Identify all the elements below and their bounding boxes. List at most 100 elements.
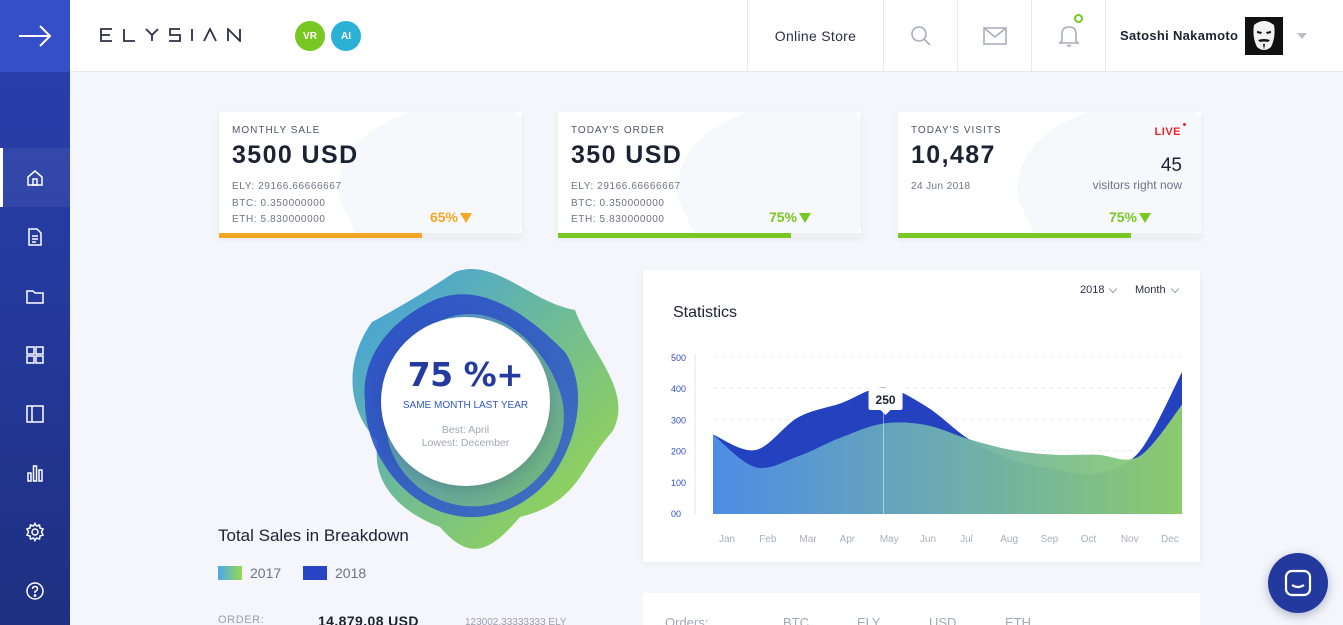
x-tick-label: Aug	[1000, 534, 1018, 545]
statistics-chart: 500 400 300 200 100 00 Jan Feb Mar Apr May Jun Jul Au…	[671, 353, 1182, 545]
sidebar-item-documents[interactable]	[0, 207, 70, 266]
order-label: ORDER:	[218, 614, 265, 625]
x-tick-label: Sep	[1040, 534, 1058, 545]
document-icon	[28, 227, 42, 246]
percent-change: 65%	[429, 209, 458, 225]
visitors-label: visitors right now	[1092, 178, 1182, 192]
live-indicator: LIVE	[1154, 126, 1181, 138]
card-label: TODAY'S ORDER	[571, 125, 665, 136]
btc-value: BTC: 0.350000000	[232, 198, 326, 209]
legend-swatch	[303, 566, 327, 580]
y-tick-label: 00	[671, 509, 681, 519]
best-month: Best: April	[441, 424, 490, 436]
triangle-down-icon	[1139, 213, 1151, 223]
series-2017-area	[713, 404, 1182, 514]
percent-circle	[381, 317, 550, 486]
x-tick-label: Nov	[1121, 534, 1139, 545]
vr-badge[interactable]: VR	[295, 21, 325, 51]
chat-button[interactable]	[1268, 553, 1328, 613]
toggle-sidebar-button[interactable]	[0, 0, 70, 72]
card-value: 3500 USD	[232, 141, 359, 169]
legend-label: 2017	[250, 565, 282, 581]
card-label: TODAY'S VISITS	[911, 125, 1002, 136]
card-label: MONTHLY SALE	[232, 125, 321, 136]
sidebar-item-help[interactable]	[0, 561, 70, 620]
user-name: Satoshi Nakamoto	[1120, 28, 1239, 43]
progress-bar	[898, 233, 1132, 238]
monthly-sale-card: MONTHLY SALE 3500 USD ELY: 29166.6666666…	[219, 112, 522, 238]
progress-bar	[558, 233, 792, 238]
search-button[interactable]	[883, 0, 957, 71]
sidebar-item-folders[interactable]	[0, 266, 70, 325]
card-value: 350 USD	[571, 141, 683, 169]
notifications-button[interactable]	[1031, 0, 1105, 71]
mail-icon	[982, 26, 1007, 45]
grid-icon	[26, 345, 44, 364]
chevron-down-icon	[1297, 32, 1308, 39]
y-tick-label: 200	[671, 447, 686, 457]
home-icon	[27, 169, 43, 186]
ely-value: ELY: 29166.66666667	[232, 181, 342, 192]
year-select[interactable]: 2018	[1080, 284, 1118, 296]
column-btc[interactable]: BTC	[783, 615, 809, 625]
bar-chart-icon	[27, 464, 43, 482]
x-tick-label: Jan	[719, 534, 735, 545]
sidebar-item-settings[interactable]	[0, 502, 70, 561]
chat-icon	[1284, 569, 1312, 597]
statistics-title: Statistics	[673, 304, 738, 321]
lowest-month: Lowest: December	[421, 437, 510, 449]
x-tick-label: Feb	[759, 534, 777, 545]
y-tick-label: 300	[671, 415, 686, 425]
year-select-value: 2018	[1080, 284, 1105, 296]
percent-change: 75%	[768, 209, 797, 225]
avatar	[1245, 16, 1284, 55]
legend-2018: 2018	[303, 565, 366, 581]
progress-bar	[219, 233, 422, 238]
sidebar-item-home[interactable]	[0, 148, 70, 207]
annotation-label: 250	[876, 393, 896, 407]
period-select-value: Month	[1135, 284, 1166, 296]
notification-dot	[1074, 14, 1083, 23]
ai-badge[interactable]: AI	[331, 21, 361, 51]
x-tick-label: Dec	[1161, 534, 1179, 545]
gear-icon	[25, 521, 45, 542]
sidebar-item-layout[interactable]	[0, 384, 70, 443]
annotation-tooltip	[868, 388, 903, 410]
sidebar-item-analytics[interactable]	[0, 443, 70, 502]
x-tick-label: May	[880, 534, 899, 545]
search-icon	[910, 25, 931, 46]
bell-icon	[1057, 25, 1080, 47]
breakdown-title: Total Sales in Breakdown	[218, 526, 409, 545]
orders-table-card: Orders: BTC ELY USD ETH	[643, 593, 1200, 625]
user-menu[interactable]: Satoshi Nakamoto	[1105, 0, 1343, 71]
arrow-right-icon	[19, 25, 52, 47]
legend-swatch	[218, 566, 242, 580]
eth-value: ETH: 5.830000000	[571, 214, 665, 225]
elysian-logo	[100, 28, 241, 42]
top-header: VR AI Online Store Satoshi Nakamoto	[70, 0, 1343, 72]
x-tick-label: Apr	[840, 534, 856, 545]
percent-change: 75%	[1108, 209, 1137, 225]
triangle-down-icon	[799, 213, 811, 223]
tooltip-pointer	[880, 410, 891, 415]
y-tick-label: 500	[671, 353, 686, 363]
column-usd[interactable]: USD	[929, 615, 957, 625]
sidebar-item-apps[interactable]	[0, 325, 70, 384]
btc-value: BTC: 0.350000000	[571, 198, 665, 209]
messages-button[interactable]	[957, 0, 1031, 71]
help-icon	[26, 581, 44, 600]
breakdown-subtitle: SAME MONTH LAST YEAR	[402, 400, 529, 411]
visits-date: 24 Jun 2018	[911, 181, 971, 192]
legend-2017: 2017	[218, 565, 281, 581]
period-select[interactable]: Month	[1135, 284, 1179, 296]
card-value: 10,487	[911, 141, 996, 169]
todays-order-card: TODAY'S ORDER 350 USD ELY: 29166.6666666…	[558, 112, 861, 238]
online-store-link[interactable]: Online Store	[747, 0, 883, 71]
column-eth[interactable]: ETH	[1005, 615, 1031, 625]
todays-visits-card: TODAY'S VISITS 10,487 LIVE 45 visitors r…	[898, 112, 1201, 238]
column-ely[interactable]: ELY	[857, 615, 881, 625]
x-tick-label: Jul	[960, 534, 973, 545]
live-dot	[1183, 123, 1186, 126]
eth-value: ETH: 5.830000000	[232, 214, 326, 225]
visitors-count: 45	[1160, 155, 1182, 176]
